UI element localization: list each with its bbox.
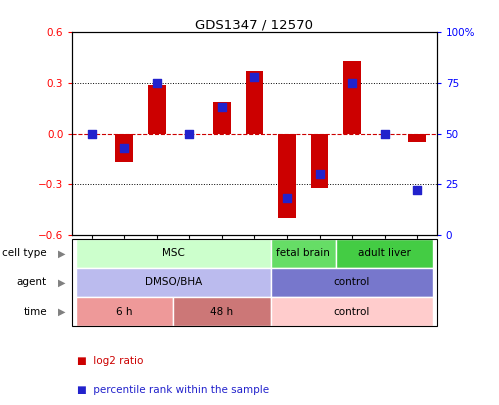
Point xyxy=(120,145,128,151)
Bar xyxy=(213,102,231,134)
Text: 48 h: 48 h xyxy=(211,307,234,317)
Text: control: control xyxy=(334,277,370,288)
Text: MSC: MSC xyxy=(162,248,185,258)
Point xyxy=(250,74,258,80)
Bar xyxy=(336,239,433,268)
Bar xyxy=(76,268,271,297)
Text: ▶: ▶ xyxy=(57,277,65,288)
Point xyxy=(218,104,226,111)
Bar xyxy=(278,134,296,218)
Bar xyxy=(408,134,426,142)
Text: time: time xyxy=(23,307,47,317)
Bar xyxy=(271,239,336,268)
Bar xyxy=(76,239,271,268)
Text: agent: agent xyxy=(17,277,47,288)
Title: GDS1347 / 12570: GDS1347 / 12570 xyxy=(196,18,313,31)
Bar xyxy=(246,71,263,134)
Bar xyxy=(115,134,133,162)
Point xyxy=(315,171,323,177)
Bar xyxy=(148,85,166,134)
Text: 6 h: 6 h xyxy=(116,307,133,317)
Point xyxy=(348,80,356,86)
Point xyxy=(381,130,389,137)
Text: ■  log2 ratio: ■ log2 ratio xyxy=(77,356,144,367)
Text: ■  percentile rank within the sample: ■ percentile rank within the sample xyxy=(77,385,269,395)
Point xyxy=(283,195,291,202)
Bar xyxy=(173,297,271,326)
Point xyxy=(153,80,161,86)
Text: control: control xyxy=(334,307,370,317)
Text: DMSO/BHA: DMSO/BHA xyxy=(145,277,202,288)
Point xyxy=(186,130,194,137)
Point xyxy=(88,130,96,137)
Bar xyxy=(310,134,328,188)
Text: fetal brain: fetal brain xyxy=(276,248,330,258)
Text: ▶: ▶ xyxy=(57,307,65,317)
Point xyxy=(413,187,421,194)
Text: adult liver: adult liver xyxy=(358,248,411,258)
Bar xyxy=(76,297,173,326)
Text: ▶: ▶ xyxy=(57,248,65,258)
Bar xyxy=(271,268,433,297)
Text: cell type: cell type xyxy=(2,248,47,258)
Bar xyxy=(343,61,361,134)
Bar xyxy=(271,297,433,326)
